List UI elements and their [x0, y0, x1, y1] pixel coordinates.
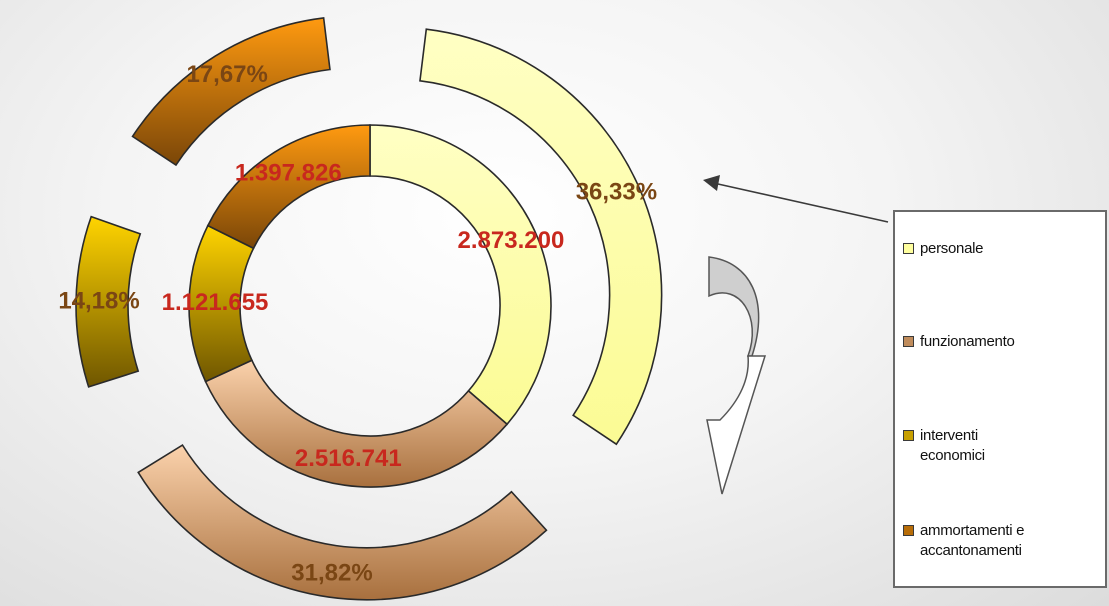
outer-ring-slice-funzionamento	[137, 444, 548, 601]
outer-data-label-funzionamento: 31,82%	[291, 560, 372, 587]
legend-label: interventi economici	[920, 427, 985, 464]
legend-item-ammortamenti: ammortamenti e accantonamenti	[903, 521, 1100, 561]
inner-data-label-personale: 2.873.200	[458, 227, 565, 254]
legend-swatch	[903, 243, 914, 254]
inner-ring-slice-personale	[369, 124, 552, 426]
legend-swatch	[903, 430, 914, 441]
inner-data-label-interventi-economici: 1.121.655	[162, 289, 269, 316]
outer-data-label-ammortamenti: 17,67%	[186, 61, 267, 88]
outer-ring-slice-ammortamenti	[131, 17, 331, 167]
inner-data-label-ammortamenti: 1.397.826	[235, 160, 342, 187]
pointer-arrow	[703, 175, 889, 223]
legend: personale funzionamento interventi econo…	[893, 210, 1107, 588]
outer-data-label-interventi-economici: 14,18%	[58, 287, 139, 314]
legend-item-funzionamento: funzionamento	[903, 332, 1100, 352]
legend-item-interventi-economici: interventi economici	[903, 426, 1040, 466]
outer-data-label-personale: 36,33%	[576, 179, 657, 206]
legend-item-personale: personale	[903, 239, 1100, 259]
inner-ring-slice-funzionamento	[204, 359, 509, 488]
curved-arrow-icon	[706, 256, 767, 495]
legend-label: personale	[920, 240, 984, 257]
inner-data-label-funzionamento: 2.516.741	[295, 445, 402, 472]
legend-swatch	[903, 336, 914, 347]
outer-ring-slice-personale	[419, 28, 663, 446]
legend-swatch	[903, 525, 914, 536]
outer-ring-slice-interventi-economici	[75, 215, 142, 388]
legend-label: ammortamenti e accantonamenti	[920, 522, 1025, 559]
inner-ring-slice-ammortamenti	[206, 124, 371, 250]
legend-label: funzionamento	[920, 333, 1015, 350]
